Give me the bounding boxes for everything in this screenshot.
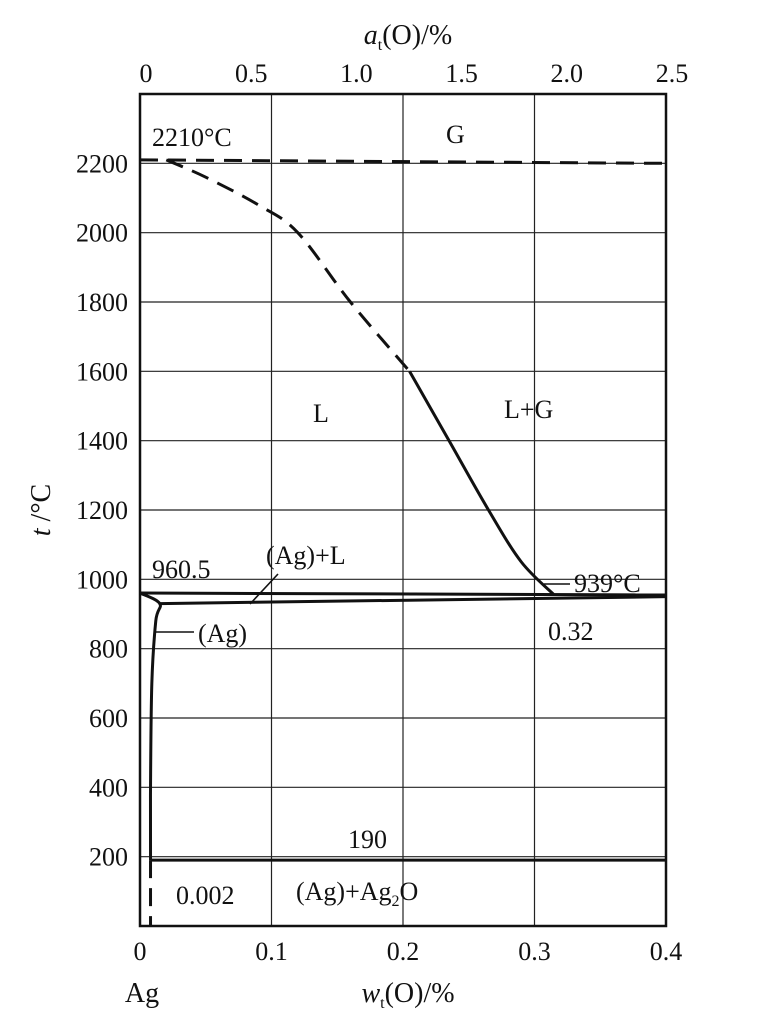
region-label-ag: (Ag) (198, 619, 247, 648)
x-bottom-tick-label: 0.4 (650, 937, 683, 966)
y-tick-label: 600 (89, 704, 128, 733)
grid (140, 94, 666, 926)
region-label-ag-plus-ag2o: (Ag)+Ag2O (296, 877, 418, 910)
phase-boundary-line (165, 158, 411, 373)
plot-frame (138, 92, 668, 928)
annotation-939c: 939°C (574, 569, 641, 598)
y-tick-label: 1000 (76, 565, 128, 594)
annotation-2210c: 2210°C (152, 123, 232, 152)
y-tick-label: 800 (89, 635, 128, 664)
y-tick-label: 1200 (76, 496, 128, 525)
annotation-960-5: 960.5 (152, 555, 211, 584)
phase-boundary-line (139, 591, 667, 597)
x-bottom-tick-label: 0.1 (255, 937, 288, 966)
x-top-tick-label: 2.5 (656, 59, 689, 88)
annotation-0-002: 0.002 (176, 881, 235, 910)
y-tick-label: 1800 (76, 288, 128, 317)
x-bottom-tick-label: 0 (134, 937, 147, 966)
y-tick-label: 2200 (76, 149, 128, 178)
element-label-ag: Ag (125, 978, 159, 1009)
top-axis-title: at(O)/% (364, 20, 452, 54)
y-tick-label: 400 (89, 773, 128, 802)
annotation-190: 190 (348, 825, 387, 854)
y-tick-label: 2000 (76, 219, 128, 248)
region-label-g: G (446, 120, 465, 149)
x-top-tick-label: 1.0 (340, 59, 373, 88)
y-tick-label: 200 (89, 843, 128, 872)
x-bottom-tick-label: 0.2 (387, 937, 420, 966)
y-tick-label: 1600 (76, 357, 128, 386)
series-layer (139, 158, 667, 926)
phase-boundary-line (139, 158, 667, 165)
y-tick-label: 1400 (76, 427, 128, 456)
annotation-0-32: 0.32 (548, 617, 594, 646)
x-top-tick-label: 2.0 (551, 59, 584, 88)
phase-boundary-line (408, 370, 556, 597)
region-label-l: L (313, 399, 329, 428)
x-top-tick-label: 1.5 (445, 59, 478, 88)
tick-labels: 200 400 600 800 1000 1200 1400 1600 1800 2000 2200… (76, 59, 688, 966)
x-top-tick-label: 0 (140, 59, 153, 88)
y-axis-title: t /°C (26, 484, 57, 536)
region-label-l-plus-g: L+G (504, 395, 553, 424)
bottom-axis-title: wt(O)/% (361, 978, 454, 1012)
x-top-tick-label: 0.5 (235, 59, 268, 88)
phase-boundary-line (159, 595, 667, 606)
region-label-ag-plus-l: (Ag)+L (266, 541, 346, 570)
leader-line-ag-plus-l (249, 573, 279, 605)
phase-boundary-line (139, 591, 162, 861)
x-bottom-tick-label: 0.3 (518, 937, 551, 966)
